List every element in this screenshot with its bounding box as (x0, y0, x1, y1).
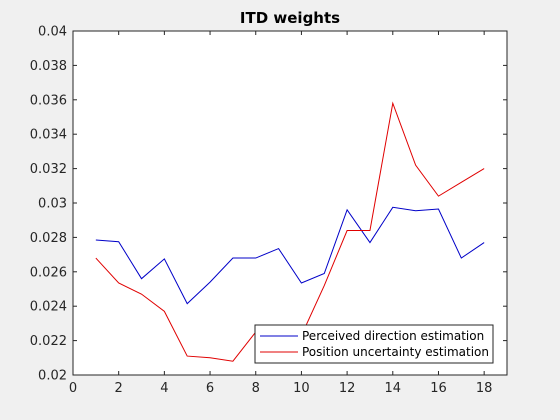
x-tick-label-6: 12 (339, 381, 356, 396)
x-tick-label-3: 6 (206, 381, 214, 396)
y-tick-label-9: 0.038 (30, 59, 67, 74)
x-tick-label-9: 18 (476, 381, 493, 396)
x-tick-label-8: 16 (430, 381, 447, 396)
y-tick-label-6: 0.032 (30, 162, 67, 177)
y-tick-label-8: 0.036 (30, 93, 67, 108)
legend-label-position-uncertainty: Position uncertainty estimation (302, 345, 489, 359)
y-tick-label-0: 0.02 (38, 369, 67, 384)
y-tick-label-2: 0.024 (30, 300, 67, 315)
x-tick-label-1: 2 (115, 381, 123, 396)
plot-area (73, 31, 507, 375)
legend-box (254, 324, 494, 364)
y-tick-label-3: 0.026 (30, 265, 67, 280)
y-tick-label-7: 0.034 (30, 128, 67, 143)
axes-layer: 0 2 4 6 8 10 12 14 16 18 0.02 0.022 0.024 0.026 0.028 0… (30, 25, 508, 396)
x-tick-label-7: 14 (385, 381, 402, 396)
y-tick-label-10: 0.04 (38, 25, 67, 40)
x-tick-label-0: 0 (69, 381, 77, 396)
chart-title: ITD weights (240, 9, 340, 27)
y-tick-label-1: 0.022 (30, 334, 67, 349)
series-line-0 (95, 206, 485, 305)
x-tick-label-4: 8 (252, 381, 260, 396)
x-tick-label-5: 10 (293, 381, 310, 396)
legend-label-perceived-direction: Perceived direction estimation (302, 329, 484, 343)
legend: Perceived direction estimation Position … (254, 324, 494, 364)
y-tick-label-5: 0.03 (38, 197, 67, 212)
x-tick-label-2: 4 (160, 381, 168, 396)
y-tick-label-4: 0.028 (30, 231, 67, 246)
